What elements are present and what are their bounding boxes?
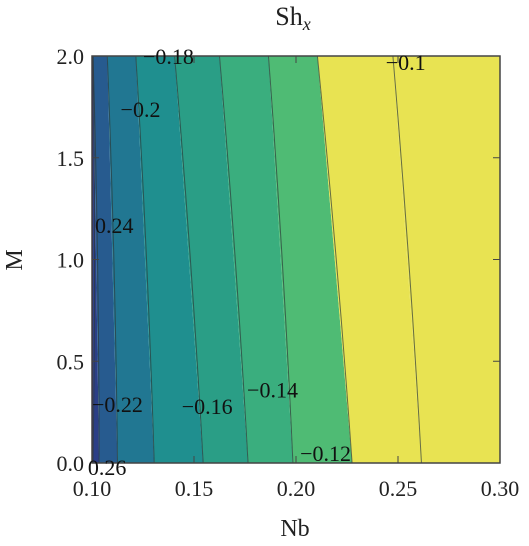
- x-axis-label: Nb: [280, 516, 309, 542]
- contour-label: 0.26: [88, 455, 127, 480]
- svg-text:Shx: Shx: [275, 2, 310, 34]
- y-axis-label: M: [2, 249, 28, 270]
- y-tick-label: 1.5: [57, 146, 85, 171]
- y-tick-label: 0.5: [57, 349, 85, 374]
- contour-line: [219, 55, 249, 464]
- contour-line: [135, 55, 155, 464]
- contour-label: −0.14: [247, 378, 298, 403]
- chart-title: Shx: [275, 2, 310, 34]
- y-tick-label: 1.0: [57, 248, 85, 273]
- contour-label: −0.12: [300, 441, 351, 466]
- contour-band: [219, 56, 293, 463]
- title-main: Sh: [275, 2, 302, 31]
- y-tick-label: 2.0: [57, 44, 85, 69]
- contour-label: −0.18: [143, 44, 194, 69]
- contour-line: [392, 55, 422, 464]
- y-tick-label: 0.0: [57, 451, 85, 476]
- contour-band: [174, 56, 249, 463]
- x-tick-label: 0.10: [73, 476, 112, 501]
- contour-line: [106, 55, 118, 464]
- contour-band: [268, 56, 353, 463]
- contour-label: −0.22: [92, 392, 143, 417]
- x-axis-ticks: 0.10 0.15 0.20 0.25 0.30: [73, 56, 520, 501]
- contour-label: −0.2: [121, 97, 161, 122]
- contour-band: [107, 56, 155, 463]
- contour-band: [317, 56, 422, 463]
- y-axis-ticks: 0.0 0.5 1.0 1.5 2.0: [57, 44, 500, 476]
- contour-line: [316, 55, 353, 464]
- contour-label: 0.24: [95, 213, 134, 238]
- contour-band: [392, 56, 500, 463]
- title-subscript: x: [302, 14, 311, 34]
- contour-label: −0.16: [182, 394, 233, 419]
- contour-label: −0.1: [386, 50, 426, 75]
- contour-line: [174, 55, 204, 464]
- x-tick-label: 0.25: [379, 476, 418, 501]
- x-tick-label: 0.30: [481, 476, 520, 501]
- contour-label-layer: −0.18 −0.2 0.24 −0.14 −0.16 −0.22 −0.1 −0.12 0.2…: [88, 44, 426, 480]
- x-tick-label: 0.20: [277, 476, 316, 501]
- contour-line: [267, 55, 294, 464]
- x-tick-label: 0.15: [175, 476, 214, 501]
- contour-band: [135, 56, 204, 463]
- contour-fill-layer: [92, 56, 500, 463]
